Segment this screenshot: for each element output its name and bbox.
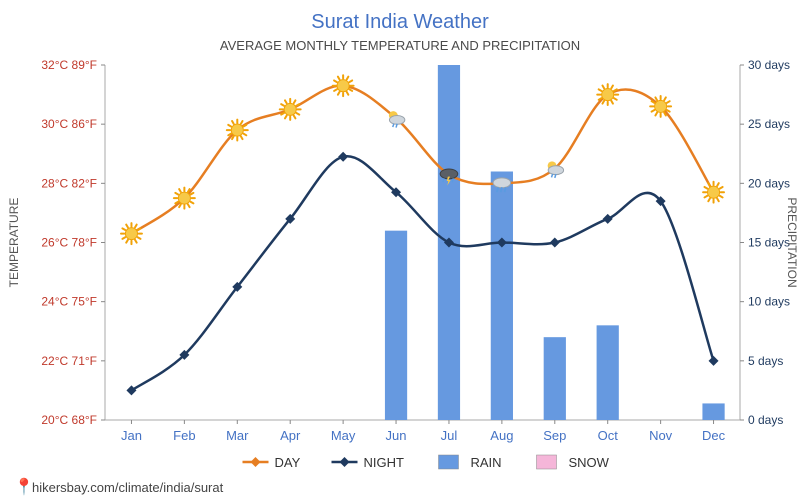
temp-tick-label: 24°C 75°F [41,295,97,309]
month-label: Jan [121,428,142,443]
precip-tick-label: 20 days [748,176,790,190]
precip-tick-label: 5 days [748,354,783,368]
temp-tick-label: 32°C 89°F [41,58,97,72]
month-label: Nov [649,428,673,443]
month-label: Apr [280,428,301,443]
month-label: Feb [173,428,195,443]
sun-icon [333,75,354,96]
precip-tick-label: 25 days [748,117,790,131]
month-label: Jun [386,428,407,443]
precip-tick-label: 15 days [748,236,790,250]
footer[interactable]: 📍 hikersbay.com/climate/india/surat [14,477,224,496]
legend-item-day: DAY [243,455,301,470]
rain-bar [702,403,724,420]
legend-label: DAY [275,455,301,470]
svg-text:📍: 📍 [14,477,34,496]
month-label: Jul [441,428,458,443]
month-label: Dec [702,428,726,443]
chart-subtitle: AVERAGE MONTHLY TEMPERATURE AND PRECIPIT… [220,38,580,53]
night-marker [550,238,560,248]
night-marker [603,214,613,224]
precipitation-axis: 0 days 5 days 10 days 15 days 20 days 25 days… [740,58,790,427]
chart-title: Surat India Weather [311,11,489,33]
temperature-axis: 20°C 68°F 22°C 71°F 24°C 75°F 26°C 78°F 28°C… [41,58,105,427]
temp-tick-label: 26°C 78°F [41,236,97,250]
weather-chart: Surat India Weather AVERAGE MONTHLY TEMP… [0,0,800,500]
rain-bar [597,325,619,420]
legend-label: RAIN [471,455,502,470]
temp-tick-label: 30°C 86°F [41,117,97,131]
rain-bar [385,231,407,420]
rain-bar [544,337,566,420]
legend-label: NIGHT [364,455,405,470]
temp-tick-label: 22°C 71°F [41,354,97,368]
month-label: Oct [598,428,619,443]
temp-axis-title: TEMPERATURE [7,198,21,288]
legend: DAY NIGHT RAIN SNOW [243,455,610,470]
night-marker [709,356,719,366]
partly-icon [548,161,564,178]
temp-lines [126,81,718,396]
sun-icon [703,182,724,203]
sun-icon [121,223,142,244]
month-label: Mar [226,428,249,443]
precip-axis-title: PRECIPITATION [785,197,799,287]
plot-area [105,65,740,420]
legend-item-night: NIGHT [332,455,405,470]
precip-tick-label: 0 days [748,413,783,427]
night-line [131,156,713,390]
temp-tick-label: 28°C 82°F [41,176,97,190]
sun-icon [280,99,301,120]
month-label: May [331,428,356,443]
precip-tick-label: 30 days [748,58,790,72]
temp-tick-label: 20°C 68°F [41,413,97,427]
svg-text:hikersbay.com/climate/india/su: hikersbay.com/climate/india/surat [32,480,224,495]
month-label: Sep [543,428,566,443]
day-line [131,86,713,234]
legend-item-rain: RAIN [439,455,502,470]
month-label: Aug [490,428,513,443]
legend-item-snow: SNOW [537,455,610,470]
night-marker [338,152,348,162]
precip-tick-label: 10 days [748,295,790,309]
rain-bar [491,172,513,421]
legend-label: SNOW [569,455,610,470]
months-axis: Jan Feb Mar Apr May Jun Jul Aug Sep Oct Nov Dec [121,420,726,443]
